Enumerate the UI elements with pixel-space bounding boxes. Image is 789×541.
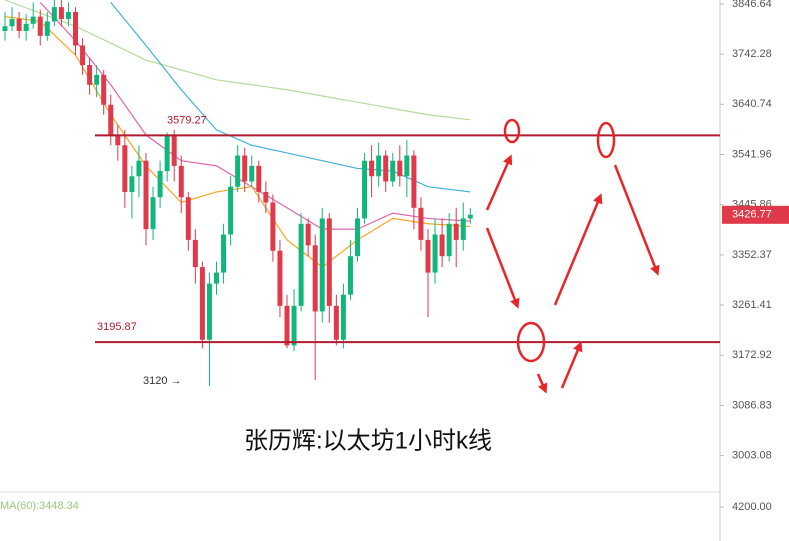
candle-body — [206, 283, 212, 340]
candle-body — [453, 223, 459, 240]
y-tick-label: 3261.41 — [732, 299, 772, 311]
candle-body — [37, 16, 43, 36]
ma-line — [39, 1, 471, 230]
candle-body — [298, 223, 304, 306]
ma-line — [4, 0, 471, 121]
candle-body — [235, 155, 241, 187]
candle-body — [101, 74, 107, 105]
circle — [516, 321, 546, 363]
candle-body — [446, 223, 452, 257]
candle-body — [439, 234, 445, 257]
candle-body — [340, 294, 346, 340]
annotations — [485, 118, 660, 394]
chart-title: 张历辉:以太坊1小时k线 — [244, 427, 492, 454]
level-label: 3579.27 — [167, 114, 207, 126]
candle-body — [312, 245, 318, 312]
candle-body — [411, 155, 417, 208]
candle-body — [425, 239, 431, 273]
candle-body — [277, 250, 283, 306]
candle-body — [263, 191, 269, 203]
candle-body — [87, 65, 93, 85]
last-price-box — [722, 205, 789, 224]
candle-body — [185, 197, 191, 240]
arrow — [485, 227, 520, 309]
ma-line — [4, 16, 471, 268]
candle-body — [2, 26, 8, 32]
candle-body — [355, 218, 360, 257]
y-tick-label: 3003.08 — [732, 450, 772, 462]
ma-label: MA(60):3448.34 — [0, 500, 79, 512]
candle-body — [362, 160, 368, 219]
candle-body — [404, 155, 410, 177]
y-tick-label: 3352.37 — [732, 249, 772, 261]
candle-body — [418, 207, 424, 240]
candle-body — [16, 19, 22, 32]
y-tick-label: 3541.96 — [732, 148, 772, 160]
candle-body — [171, 135, 177, 166]
y-tick-label: 3846.64 — [732, 0, 772, 10]
candle-body — [228, 186, 234, 235]
low-marker: 3120 → — [143, 375, 182, 387]
candle-body — [94, 74, 100, 85]
arrow — [560, 341, 583, 389]
candle-body — [136, 160, 142, 177]
y-tick-label: 3172.92 — [732, 349, 772, 361]
candle-body — [30, 16, 36, 24]
candle-body — [347, 256, 353, 295]
candle-body — [221, 234, 227, 273]
candle-body — [249, 165, 255, 182]
arrow — [536, 373, 548, 394]
candle-body — [80, 45, 86, 66]
candle-body — [432, 234, 438, 273]
candle-body — [256, 165, 262, 192]
candle-body — [44, 21, 50, 36]
last-price-label: 3426.77 — [732, 209, 772, 221]
candle-body — [369, 160, 375, 177]
ma-line — [110, 1, 471, 193]
candle-body — [122, 145, 128, 192]
candle-body — [58, 7, 64, 20]
candle-body — [214, 272, 219, 284]
candle-body — [108, 104, 114, 136]
candle-body — [199, 267, 205, 340]
lower-tick-label: 4200.00 — [732, 501, 772, 513]
arrow — [485, 154, 513, 211]
candle-body — [397, 160, 403, 177]
candle-body — [157, 171, 163, 198]
y-tick-label: 3640.74 — [732, 98, 772, 110]
candle-body — [333, 305, 339, 340]
candle-body — [376, 155, 382, 177]
candle-body — [150, 197, 156, 230]
arrow — [613, 164, 660, 276]
circle — [503, 118, 521, 144]
candle-body — [23, 23, 29, 32]
candle-body — [284, 305, 290, 346]
candle-body — [326, 218, 332, 306]
candle-body — [390, 160, 396, 182]
candle-body — [319, 218, 325, 312]
candle-body — [65, 11, 71, 20]
y-tick-label: 3086.83 — [732, 399, 772, 411]
level-label: 3195.87 — [97, 321, 137, 333]
candle-body — [305, 223, 311, 246]
y-tick-label: 3742.28 — [732, 48, 772, 60]
candle-body — [242, 155, 248, 182]
candle-body — [73, 11, 78, 46]
candle-body — [129, 176, 135, 192]
candle-body — [115, 135, 121, 146]
candle-body — [192, 239, 198, 268]
candle-body — [178, 165, 184, 198]
arrow — [553, 193, 603, 306]
candle-body — [291, 305, 297, 346]
candle-body — [467, 214, 473, 219]
candle-body — [143, 160, 149, 230]
circle — [596, 121, 616, 159]
candle-body — [9, 19, 15, 27]
candle-body — [383, 155, 389, 182]
candle-body — [164, 135, 170, 172]
candle-body — [270, 202, 276, 251]
candle-body — [51, 7, 57, 22]
candle-body — [460, 218, 466, 240]
